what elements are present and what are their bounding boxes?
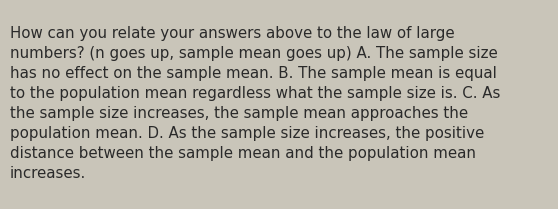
Text: How can you relate your answers above to the law of large
numbers? (n goes up, s: How can you relate your answers above to…	[10, 26, 501, 181]
